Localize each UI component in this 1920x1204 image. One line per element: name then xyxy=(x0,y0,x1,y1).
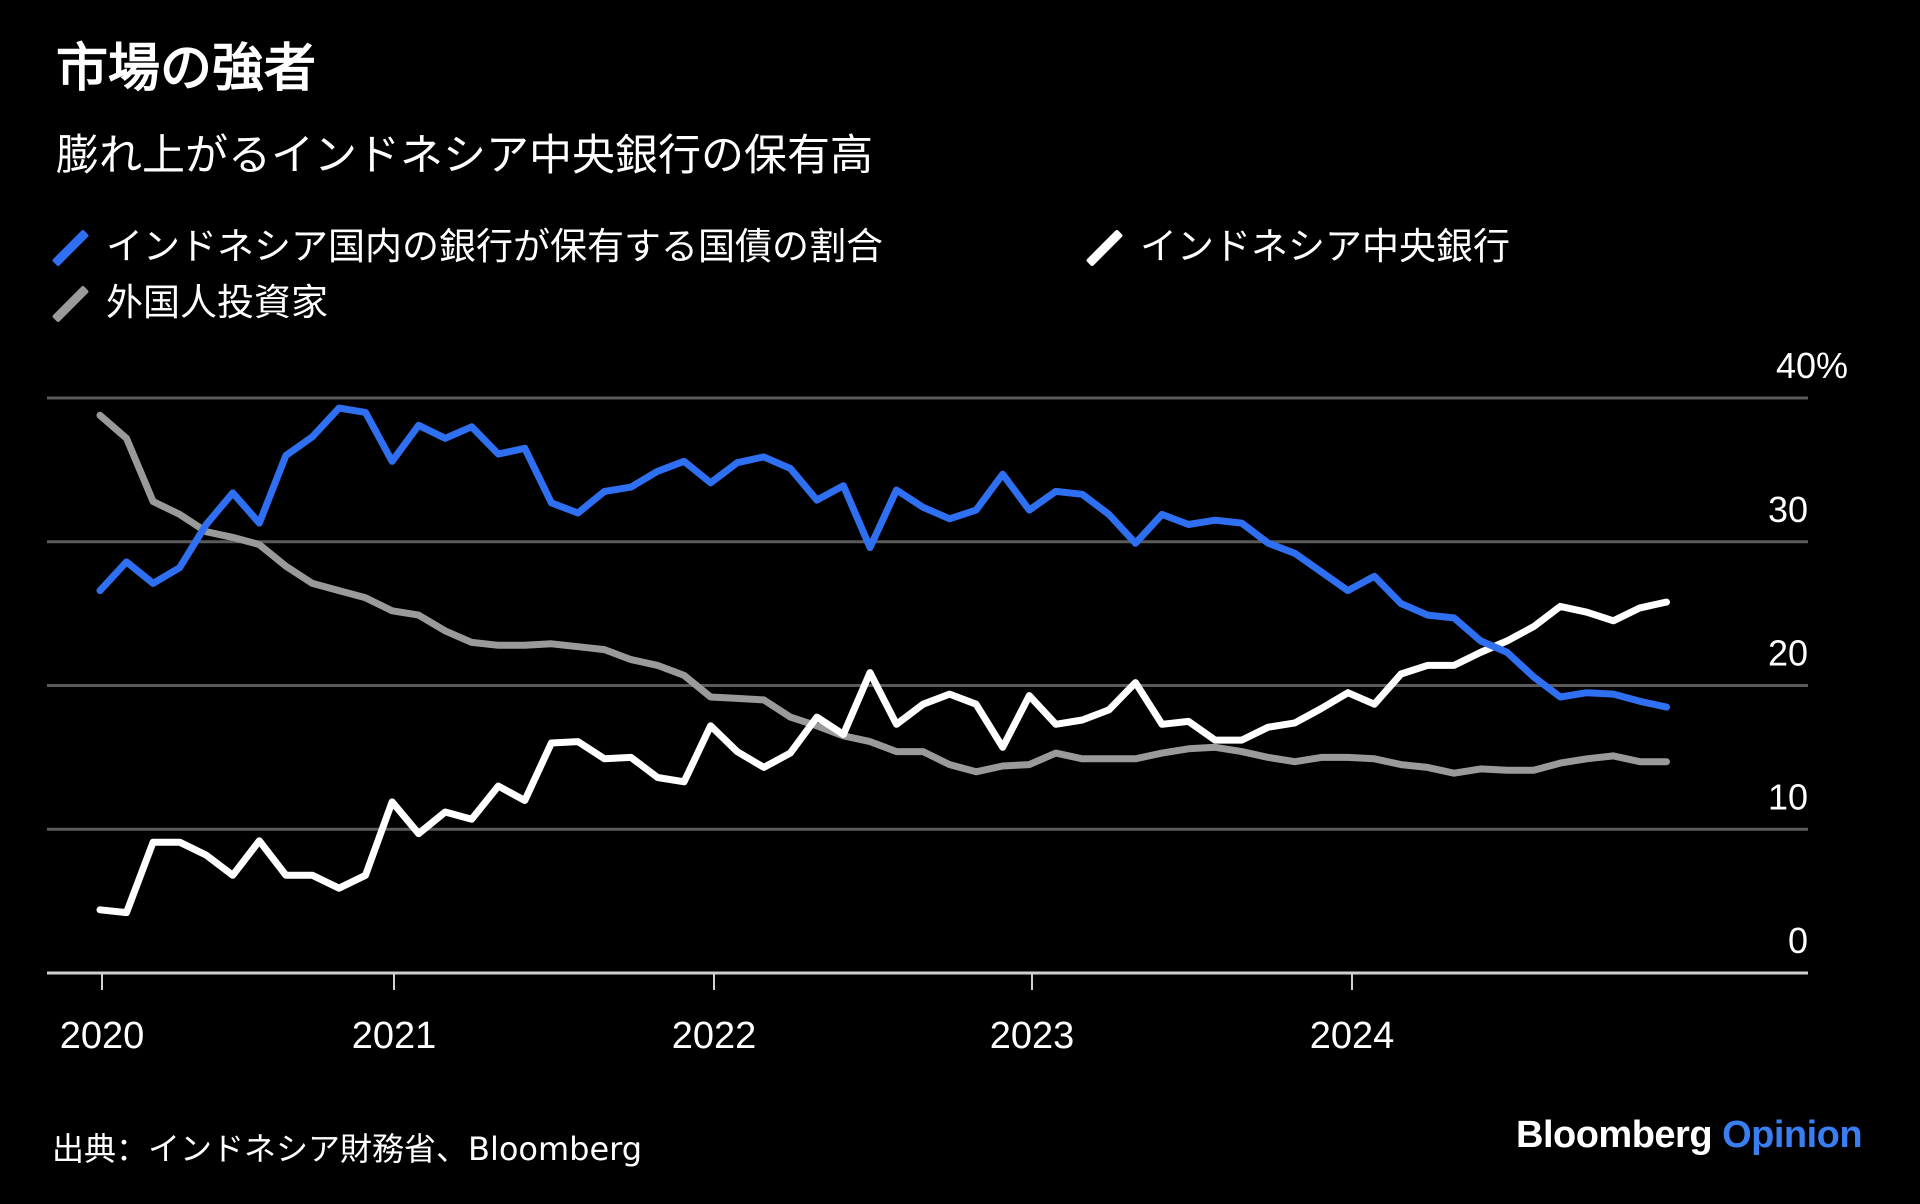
series-line-domestic-banks xyxy=(96,404,1670,711)
legend-item-foreign-investors: 外国人投資家 xyxy=(46,278,328,328)
x-tick-label: 2024 xyxy=(1310,1015,1395,1057)
legend-item-domestic-banks: インドネシア国内の銀行が保有する国債の割合 xyxy=(46,222,883,272)
logo-brand: Bloomberg xyxy=(1516,1114,1713,1156)
series-line-foreign-investors xyxy=(96,411,1670,777)
y-tick-label: 10 xyxy=(1768,776,1808,817)
legend-item-central-bank: インドネシア中央銀行 xyxy=(1080,222,1510,272)
series-line-central-bank xyxy=(96,598,1670,917)
y-tick-label: 40% xyxy=(1776,345,1848,386)
x-tick-label: 2023 xyxy=(990,1015,1075,1057)
source-note: 出典：インドネシア財務省、Bloomberg xyxy=(52,1130,643,1168)
logo-section: Opinion xyxy=(1722,1114,1863,1156)
gridlines xyxy=(47,396,1808,831)
x-tick-label: 2022 xyxy=(672,1015,757,1057)
legend-label: 外国人投資家 xyxy=(106,281,328,324)
y-tick-label: 20 xyxy=(1768,633,1808,674)
legend-label: インドネシア中央銀行 xyxy=(1140,225,1510,268)
x-tick-label: 2021 xyxy=(352,1015,437,1057)
y-tick-label: 0 xyxy=(1788,920,1808,961)
chart-title: 市場の強者 xyxy=(56,39,317,99)
series-lines xyxy=(96,404,1670,917)
bloomberg-opinion-logo: Bloomberg Opinion xyxy=(1516,1110,1863,1160)
x-tick-label: 2020 xyxy=(60,1015,145,1057)
legend-label: インドネシア国内の銀行が保有する国債の割合 xyxy=(106,225,883,268)
y-axis-tick-labels: 0 10 20 30 40% xyxy=(1768,345,1848,961)
chart-subtitle: 膨れ上がるインドネシア中央銀行の保有高 xyxy=(56,131,873,181)
x-axis: 2020 2021 2022 2023 2024 xyxy=(47,971,1808,1057)
y-tick-label: 30 xyxy=(1768,489,1808,530)
